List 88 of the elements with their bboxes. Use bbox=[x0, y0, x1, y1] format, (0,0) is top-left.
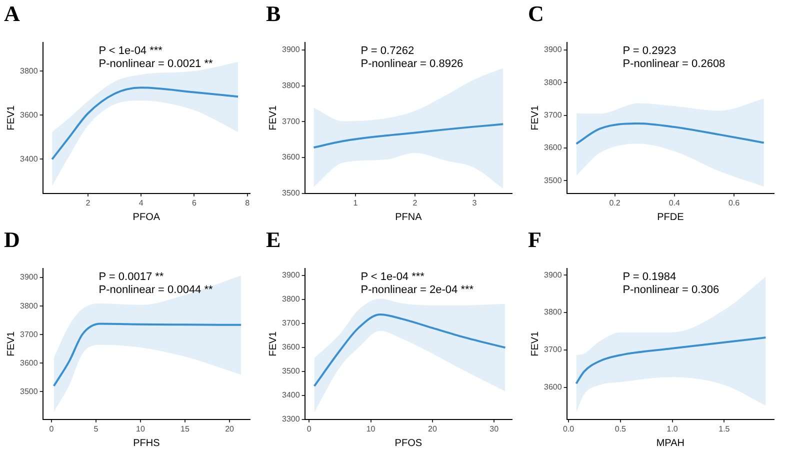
y-tick-label: 3800 bbox=[20, 66, 38, 76]
y-tick-label: 3500 bbox=[282, 188, 300, 198]
x-tick-label: 10 bbox=[136, 424, 146, 434]
x-axis-title: PFOA bbox=[132, 212, 160, 223]
y-tick-label: 3700 bbox=[544, 110, 562, 120]
x-tick-label: 0.2 bbox=[609, 198, 621, 208]
x-tick-label: 20 bbox=[225, 424, 235, 434]
x-tick-label: 0 bbox=[306, 424, 312, 434]
y-axis-title: FEV1 bbox=[268, 330, 279, 356]
y-tick-label: 3800 bbox=[282, 294, 300, 304]
y-tick-label: 3900 bbox=[282, 45, 300, 54]
x-tick-label: 20 bbox=[428, 424, 438, 434]
y-axis-title: FEV1 bbox=[6, 330, 17, 356]
chart-title: C bbox=[528, 0, 544, 26]
y-tick-label: 3900 bbox=[282, 270, 300, 280]
x-tick-label: 2 bbox=[86, 198, 91, 208]
chart-title: D bbox=[4, 226, 20, 252]
x-axis-title: PFDE bbox=[657, 212, 684, 223]
annotation: P = 0.2923 bbox=[622, 44, 676, 57]
y-tick-label: 3800 bbox=[544, 78, 562, 87]
x-axis-title: PFNA bbox=[395, 212, 422, 223]
x-tick-label: 1 bbox=[353, 198, 358, 208]
x-tick-label: 1.0 bbox=[666, 424, 678, 434]
x-tick-label: 6 bbox=[192, 198, 197, 208]
x-tick-label: 10 bbox=[366, 424, 376, 434]
x-tick-label: 0.5 bbox=[614, 424, 627, 434]
annotation: P = 0.0017 ** bbox=[98, 270, 164, 283]
y-tick-label: 3500 bbox=[544, 176, 562, 185]
annotation: P < 1e-04 *** bbox=[98, 44, 164, 57]
y-axis-title: FEV1 bbox=[6, 104, 17, 130]
line-series bbox=[52, 322, 242, 388]
y-tick-label: 3800 bbox=[20, 301, 38, 310]
y-tick-label: 3900 bbox=[20, 272, 38, 282]
y-tick-label: 3600 bbox=[20, 358, 38, 368]
chart-title: E bbox=[266, 226, 281, 252]
annotation: P-nonlinear = 2e-04 *** bbox=[360, 284, 474, 296]
y-tick-label: 3600 bbox=[20, 110, 38, 120]
chart-title: F bbox=[528, 226, 542, 252]
y-tick-label: 3700 bbox=[544, 345, 562, 354]
line-series bbox=[51, 86, 240, 160]
x-axis-title: PFOS bbox=[394, 438, 422, 449]
y-tick-label: 3600 bbox=[544, 143, 562, 152]
line-series bbox=[575, 336, 767, 385]
x-tick-label: 3 bbox=[472, 198, 478, 208]
chart-title: B bbox=[266, 0, 281, 26]
y-axis-title: FEV1 bbox=[530, 104, 541, 130]
y-tick-label: 3400 bbox=[282, 390, 300, 400]
x-tick-label: 2 bbox=[412, 198, 418, 208]
annotation: P < 1e-04 *** bbox=[360, 270, 426, 283]
y-tick-label: 3900 bbox=[544, 270, 562, 280]
x-tick-label: 5 bbox=[94, 424, 99, 434]
annotation: P-nonlinear = 0.8926 bbox=[360, 58, 464, 70]
y-tick-label: 3900 bbox=[544, 45, 562, 54]
y-tick-label: 3700 bbox=[282, 318, 300, 328]
line-series bbox=[575, 122, 765, 145]
x-tick-label: 0.0 bbox=[563, 424, 575, 434]
y-tick-label: 3800 bbox=[282, 81, 300, 90]
x-axis-title: PFHS bbox=[133, 438, 160, 449]
y-axis-title: FEV1 bbox=[268, 104, 279, 130]
line-series bbox=[313, 313, 506, 388]
chart-title: A bbox=[4, 0, 20, 26]
annotation: P-nonlinear = 0.0021 ** bbox=[98, 58, 214, 70]
y-tick-label: 3300 bbox=[282, 414, 300, 424]
y-tick-label: 3700 bbox=[282, 116, 300, 126]
annotation: P = 0.7262 bbox=[360, 44, 414, 57]
x-tick-label: 0 bbox=[49, 424, 54, 434]
x-tick-label: 0.6 bbox=[728, 198, 740, 208]
y-tick-label: 3600 bbox=[282, 342, 300, 352]
x-axis-title: MPAH bbox=[656, 438, 684, 449]
y-tick-label: 3400 bbox=[20, 154, 38, 164]
annotation: P-nonlinear = 0.306 bbox=[622, 284, 720, 296]
y-tick-label: 3500 bbox=[282, 366, 300, 376]
y-tick-label: 3700 bbox=[20, 330, 38, 339]
x-tick-label: 4 bbox=[138, 198, 144, 208]
x-tick-label: 30 bbox=[490, 424, 500, 434]
y-axis-title: FEV1 bbox=[530, 330, 541, 356]
annotation: P = 0.1984 bbox=[622, 270, 676, 283]
annotation: P-nonlinear = 0.2608 bbox=[622, 58, 726, 70]
y-tick-label: 3800 bbox=[544, 308, 562, 317]
y-tick-label: 3600 bbox=[544, 382, 562, 392]
annotation: P-nonlinear = 0.0044 ** bbox=[98, 284, 214, 296]
y-tick-label: 3600 bbox=[282, 152, 300, 162]
x-tick-label: 1.5 bbox=[718, 424, 730, 434]
y-tick-label: 3500 bbox=[20, 386, 38, 396]
line-series bbox=[312, 123, 504, 148]
x-tick-label: 0.4 bbox=[668, 198, 681, 208]
x-tick-label: 8 bbox=[245, 198, 250, 208]
x-tick-label: 15 bbox=[180, 424, 190, 434]
